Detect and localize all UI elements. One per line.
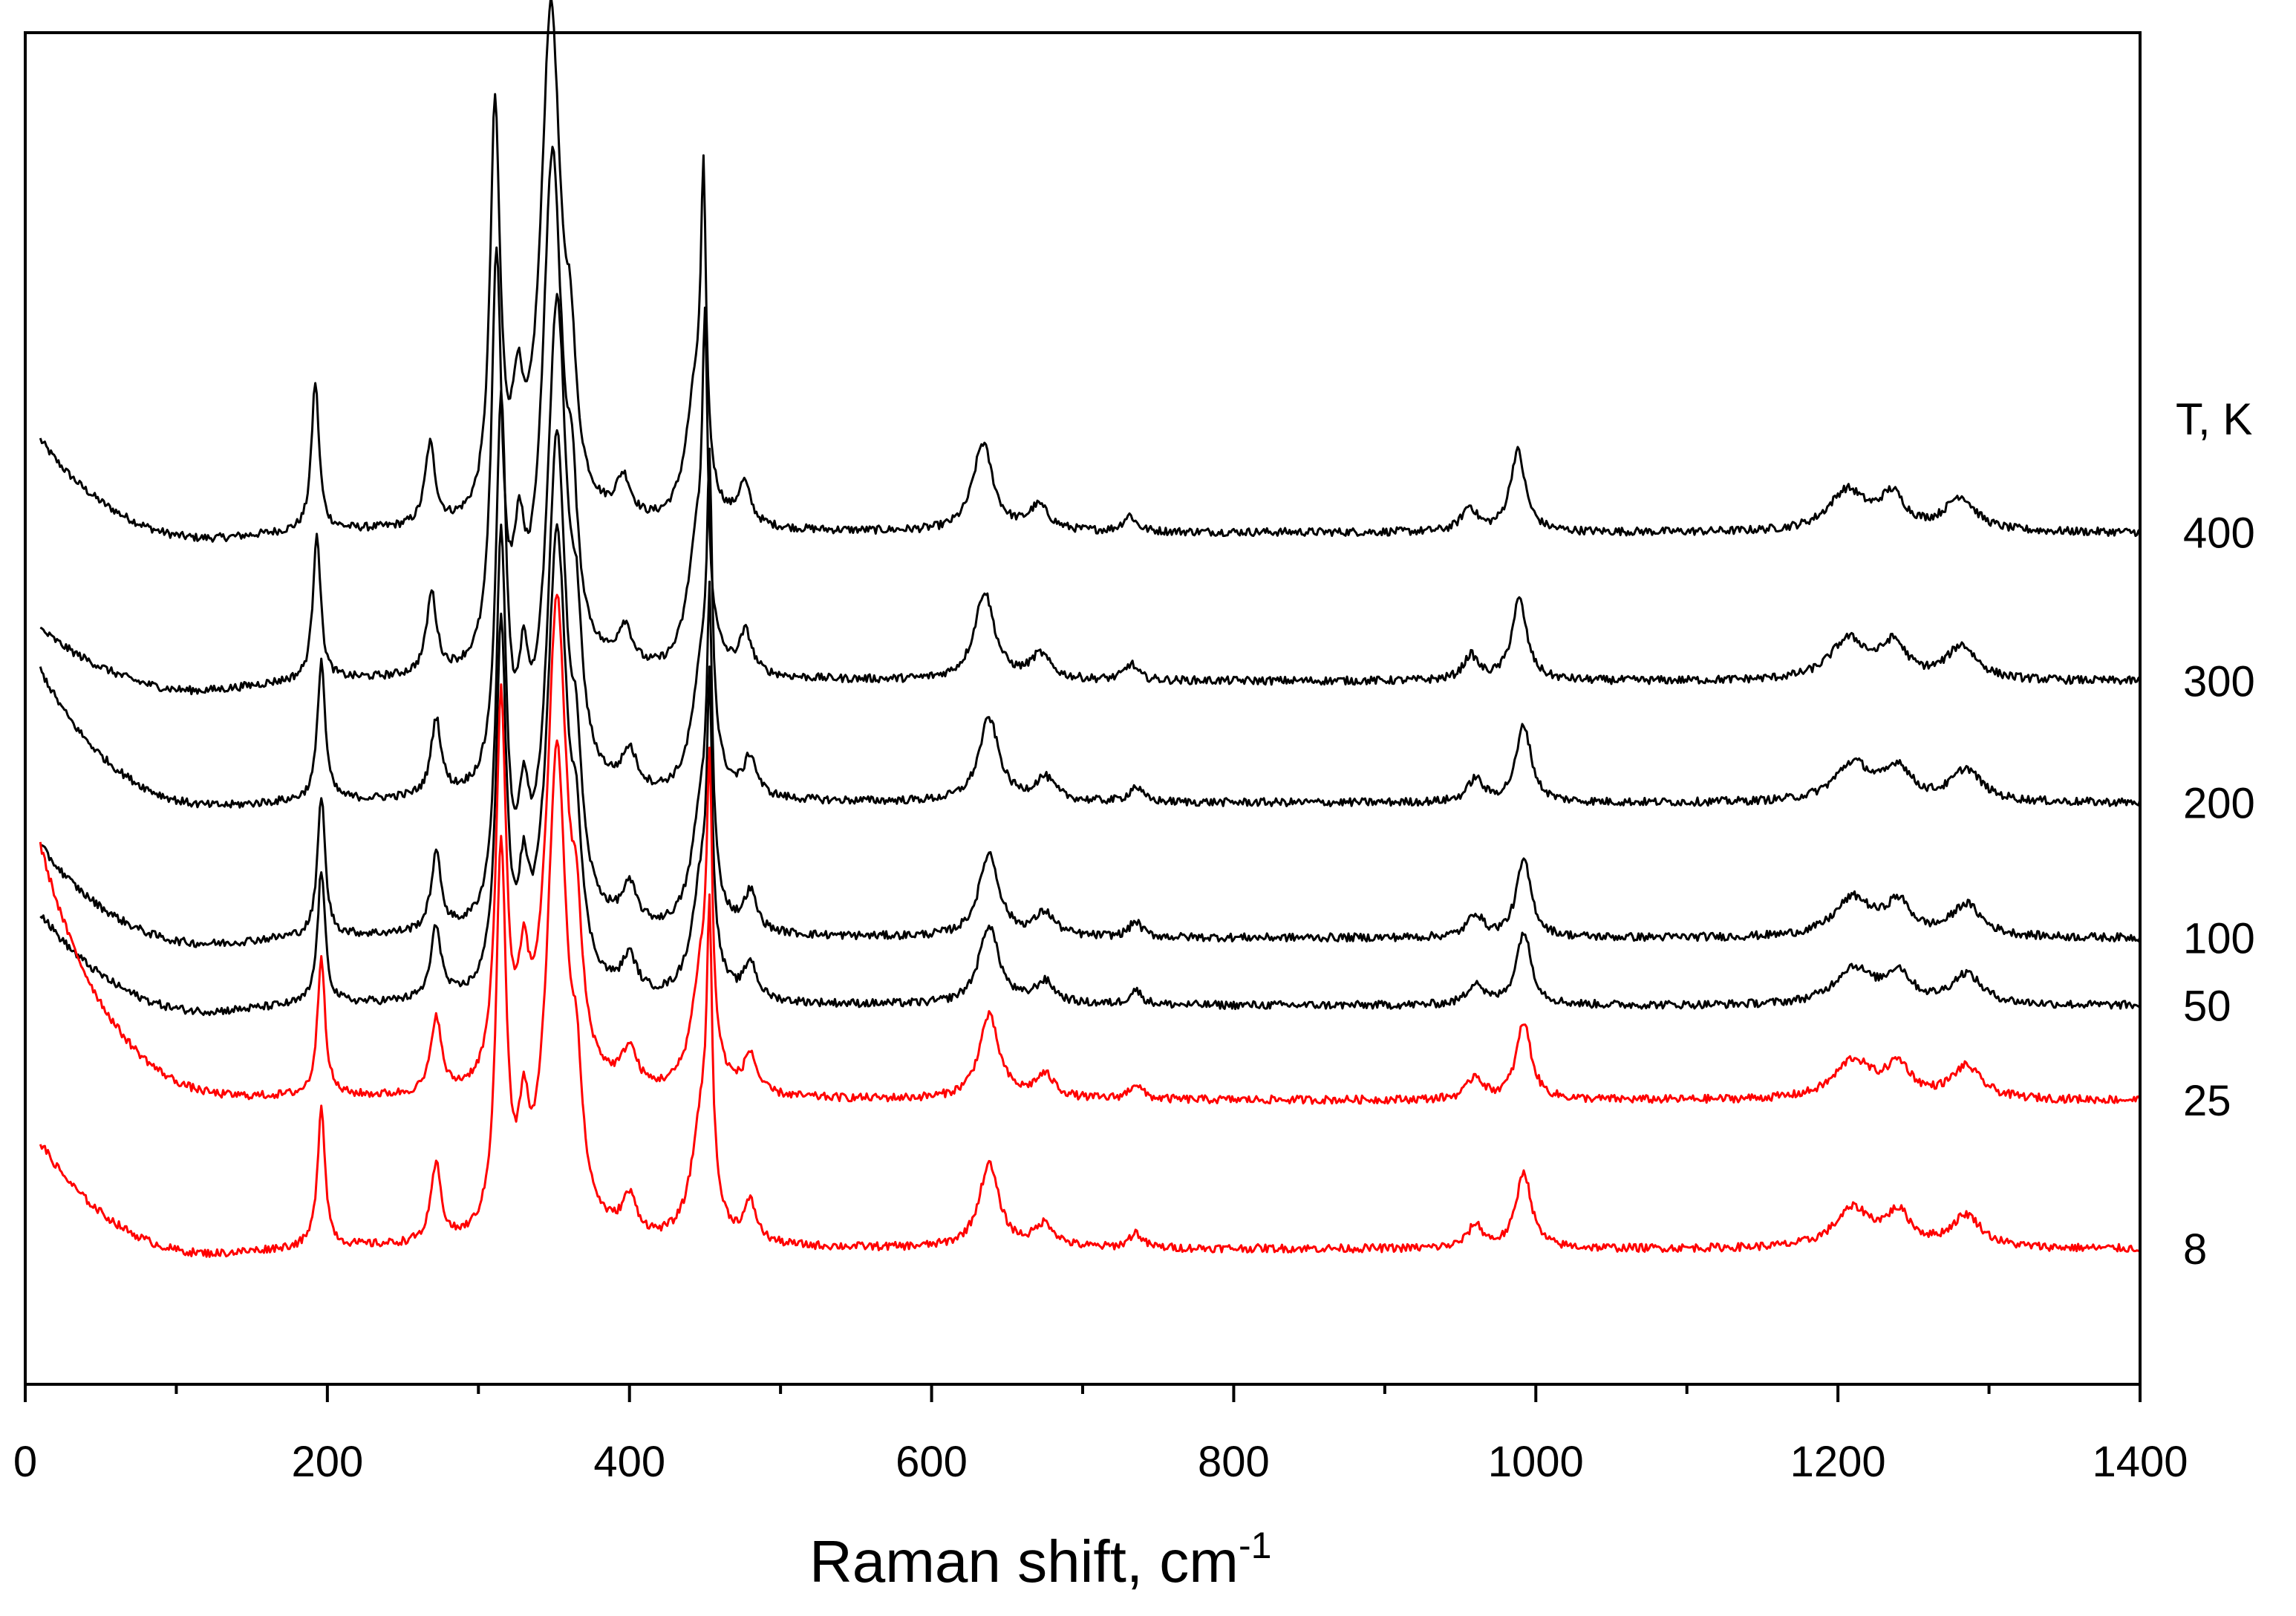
series-line-50	[39, 523, 2142, 1017]
series-group	[39, 0, 2142, 1258]
series-line-100	[39, 429, 2142, 948]
series-line-200	[39, 293, 2142, 809]
x-axis-ticks	[24, 1384, 2142, 1402]
x-axis-tick-labels: 0 200 400 600 800 1000 1200 1400	[13, 1438, 2188, 1486]
legend-title: T, K	[2176, 394, 2252, 444]
x-tick-label-1000: 1000	[1488, 1438, 1584, 1486]
series-label-400: 400	[2183, 509, 2255, 557]
series-label-50: 50	[2183, 982, 2231, 1030]
x-axis-label-text: Raman shift, cm	[809, 1528, 1239, 1594]
x-tick-label-400: 400	[593, 1438, 665, 1486]
series-label-100: 100	[2183, 914, 2255, 962]
series-label-300: 300	[2183, 658, 2255, 706]
x-axis-label-superscript: -1	[1239, 1525, 1271, 1566]
x-tick-label-1400: 1400	[2092, 1438, 2188, 1486]
x-tick-label-800: 800	[1198, 1438, 1270, 1486]
series-line-25	[39, 593, 2142, 1105]
series-label-25: 25	[2183, 1077, 2231, 1125]
x-axis-label: Raman shift, cm-1	[809, 1525, 1271, 1594]
x-tick-label-0: 0	[13, 1438, 37, 1486]
series-label-200: 200	[2183, 779, 2255, 827]
series-label-8: 8	[2183, 1225, 2207, 1274]
series-line-8	[39, 739, 2141, 1258]
series-labels: 400 300 200 100 50 25 8	[2183, 509, 2255, 1274]
x-tick-label-200: 200	[291, 1438, 363, 1486]
series-line-300	[39, 146, 2142, 696]
x-tick-label-1200: 1200	[1790, 1438, 1886, 1486]
x-tick-label-600: 600	[896, 1438, 968, 1486]
series-line-400	[39, 0, 2141, 543]
